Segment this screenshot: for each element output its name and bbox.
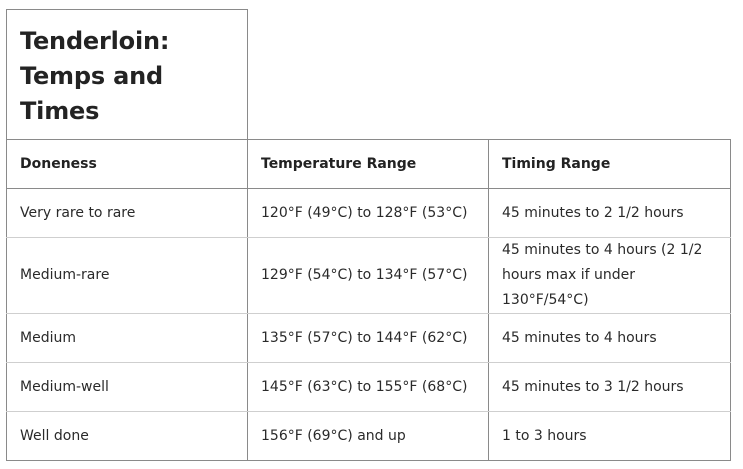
table-title: Tenderloin: Temps and Times (20, 27, 170, 125)
table-row: Medium-rare 129°F (54°C) to 134°F (57°C)… (6, 237, 731, 314)
temperature-cell: 156°F (69°C) and up (247, 411, 489, 461)
table-row: Very rare to rare 120°F (49°C) to 128°F … (6, 188, 731, 238)
timing-cell: 45 minutes to 4 hours (2 1/2 hours max i… (488, 237, 731, 314)
doneness-cell: Medium-rare (6, 237, 248, 314)
temperature-cell: 135°F (57°C) to 144°F (62°C) (247, 313, 489, 363)
table-row: Medium 135°F (57°C) to 144°F (62°C) 45 m… (6, 313, 731, 363)
doneness-cell: Well done (6, 411, 248, 461)
table-row: Medium-well 145°F (63°C) to 155°F (68°C)… (6, 362, 731, 412)
header-timing-range: Timing Range (488, 139, 731, 189)
header-row: Doneness Temperature Range Timing Range (6, 139, 731, 189)
temperature-cell: 120°F (49°C) to 128°F (53°C) (247, 188, 489, 238)
temperature-cell: 129°F (54°C) to 134°F (57°C) (247, 237, 489, 314)
table-caption: Tenderloin: Temps and Times (6, 9, 248, 139)
timing-cell: 45 minutes to 3 1/2 hours (488, 362, 731, 412)
timing-cell: 45 minutes to 2 1/2 hours (488, 188, 731, 238)
timing-cell: 1 to 3 hours (488, 411, 731, 461)
temperature-cell: 145°F (63°C) to 155°F (68°C) (247, 362, 489, 412)
doneness-cell: Very rare to rare (6, 188, 248, 238)
doneness-cell: Medium-well (6, 362, 248, 412)
temps-times-table: Doneness Temperature Range Timing Range … (6, 139, 731, 461)
table-row: Well done 156°F (69°C) and up 1 to 3 hou… (6, 411, 731, 461)
doneness-cell: Medium (6, 313, 248, 363)
header-temperature-range: Temperature Range (247, 139, 489, 189)
header-doneness: Doneness (6, 139, 248, 189)
timing-cell: 45 minutes to 4 hours (488, 313, 731, 363)
